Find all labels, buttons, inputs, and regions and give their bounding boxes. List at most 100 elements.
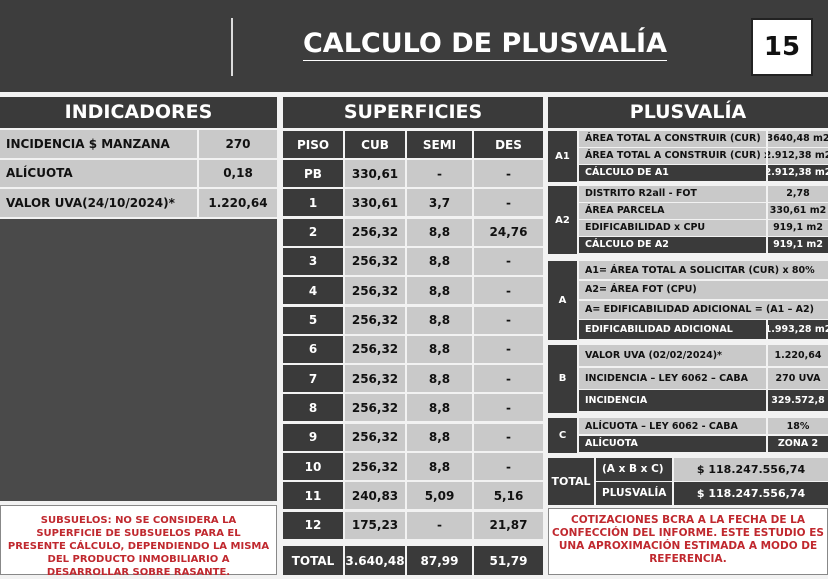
total-cell: 51,79 [474,546,543,575]
subsuelos-note: SUBSUELOS: NO SE CONSIDERA LA SUPERFICIE… [0,505,277,578]
plusvalia-row-label: ÁREA PARCELA [579,203,766,219]
superficie-cell: 8,8 [407,394,472,422]
plusvalia-row-label: ÁREA TOTAL A CONSTRUIR (CUR) x 80% [579,148,766,164]
superficie-cell: 256,32 [345,365,405,393]
plusvalia-row-value: 3640,48 m2 [768,131,828,147]
plusvalia-row-value: 1.220,64 [768,345,828,366]
plusvalia-row-label: DISTRITO R2all - FOT [579,186,766,202]
indicador-label: INCIDENCIA $ MANZANA [0,130,197,158]
block-letter: A1 [548,131,577,182]
piso-cell: 11 [283,482,343,510]
column-header: SEMI [407,131,472,158]
superficie-cell: 3,7 [407,189,472,217]
plusvalia-row-value: 919,1 m2 [768,237,828,253]
page-title: CALCULO DE PLUSVALÍA [302,28,667,59]
superficie-cell: 330,61 [345,189,405,217]
block-letter: C [548,418,577,453]
indicadores-title: INDICADORES [0,97,277,128]
superficie-cell: 5,16 [474,482,543,510]
superficie-cell: 8,8 [407,306,472,334]
superficie-cell: 240,83 [345,482,405,510]
block-letter: B [548,345,577,413]
piso-cell: 8 [283,394,343,422]
plusvalia-row-value: 2,78 [768,186,828,202]
superficie-cell: 8,8 [407,423,472,451]
plusvalia-row-value: 1.993,28 m2 [768,320,828,339]
superficie-cell: - [474,277,543,305]
superficie-cell: - [474,247,543,275]
plusvalia-row-label: ÁREA TOTAL A CONSTRUIR (CUR) [579,131,766,147]
block-letter: A2 [548,186,577,254]
plusvalia-row-label: ALÍCUOTA – LEY 6062 - CABA [579,418,766,434]
superficie-cell: 256,32 [345,218,405,246]
total-label: TOTAL [548,458,594,505]
column-header: PISO [283,131,343,158]
piso-cell: 2 [283,218,343,246]
superficie-cell: 175,23 [345,511,405,539]
superficie-cell: - [407,160,472,187]
superficie-cell: - [474,189,543,217]
plusvalia-row-label: CÁLCULO DE A1 [579,165,766,181]
piso-cell: 3 [283,247,343,275]
piso-cell: 6 [283,335,343,363]
total-cell: 3.640,48 [345,546,405,575]
superficie-cell: 5,09 [407,482,472,510]
piso-cell: 7 [283,365,343,393]
superficie-cell: - [474,394,543,422]
plusvalia-row-value: 270 UVA [768,367,828,389]
page-number: 15 [751,18,813,76]
header-bar [0,0,828,92]
plusvalia-row-value: 2.912,38 m2 [768,165,828,181]
superficie-cell: 256,32 [345,277,405,305]
plusvalia-row-value: 329.572,8 [768,390,828,411]
plusvalia-row-label: INCIDENCIA – LEY 6062 – CABA [579,367,766,389]
indicadores-blank [0,219,277,501]
plusvalia-row-label: A= EDIFICABILIDAD ADICIONAL = (A1 – A2) [579,300,828,319]
total-row-label: PLUSVALÍA [596,482,672,505]
superficie-cell: 256,32 [345,306,405,334]
superficie-cell: - [474,306,543,334]
plusvalia-row-value: ZONA 2 [768,435,828,452]
piso-cell: 12 [283,511,343,539]
plusvalia-row-value: 2.912,38 m2 [768,148,828,164]
superficie-cell: - [474,335,543,363]
total-row-value: $ 118.247.556,74 [674,458,828,481]
piso-cell: 9 [283,423,343,451]
superficie-cell: 8,8 [407,453,472,480]
superficie-cell: 8,8 [407,365,472,393]
superficie-cell: 8,8 [407,247,472,275]
superficie-cell: - [407,511,472,539]
plusvalia-row-value: 18% [768,418,828,434]
plusvalia-row-label: ALÍCUOTA [579,435,766,452]
superficie-cell: 256,32 [345,453,405,480]
plusvalia-row-label: A1= ÁREA TOTAL A SOLICITAR (CUR) x 80% [579,261,828,280]
superficie-cell: 21,87 [474,511,543,539]
total-cell: TOTAL [283,546,343,575]
plusvalia-row-label: EDIFICABILIDAD ADICIONAL [579,320,766,339]
cotizaciones-note: COTIZACIONES BCRA A LA FECHA DE LA CONFE… [548,508,828,575]
total-row-value: $ 118.247.556,74 [674,482,828,505]
block-letter: A [548,261,577,341]
superficie-cell: 256,32 [345,423,405,451]
superficie-cell: 8,8 [407,218,472,246]
indicador-label: VALOR UVA(24/10/2024)* [0,189,197,217]
superficies-title: SUPERFICIES [283,97,543,128]
superficie-cell: 256,32 [345,394,405,422]
plusvalia-row-value: 919,1 m2 [768,220,828,236]
superficie-cell: 256,32 [345,247,405,275]
plusvalia-row-label: VALOR UVA (02/02/2024)* [579,345,766,366]
total-cell: 87,99 [407,546,472,575]
superficie-cell: - [474,453,543,480]
column-header: DES [474,131,543,158]
piso-cell: 10 [283,453,343,480]
superficie-cell: - [474,423,543,451]
superficie-cell: 256,32 [345,335,405,363]
plusvalia-title: PLUSVALÍA [548,97,828,128]
plusvalia-row-label: CÁLCULO DE A2 [579,237,766,253]
indicador-value: 270 [199,130,277,158]
piso-cell: PB [283,160,343,187]
plusvalia-row-label: A2= ÁREA FOT (CPU) [579,280,828,300]
piso-cell: 5 [283,306,343,334]
total-row-label: (A x B x C) [596,458,672,481]
superficie-cell: 24,76 [474,218,543,246]
